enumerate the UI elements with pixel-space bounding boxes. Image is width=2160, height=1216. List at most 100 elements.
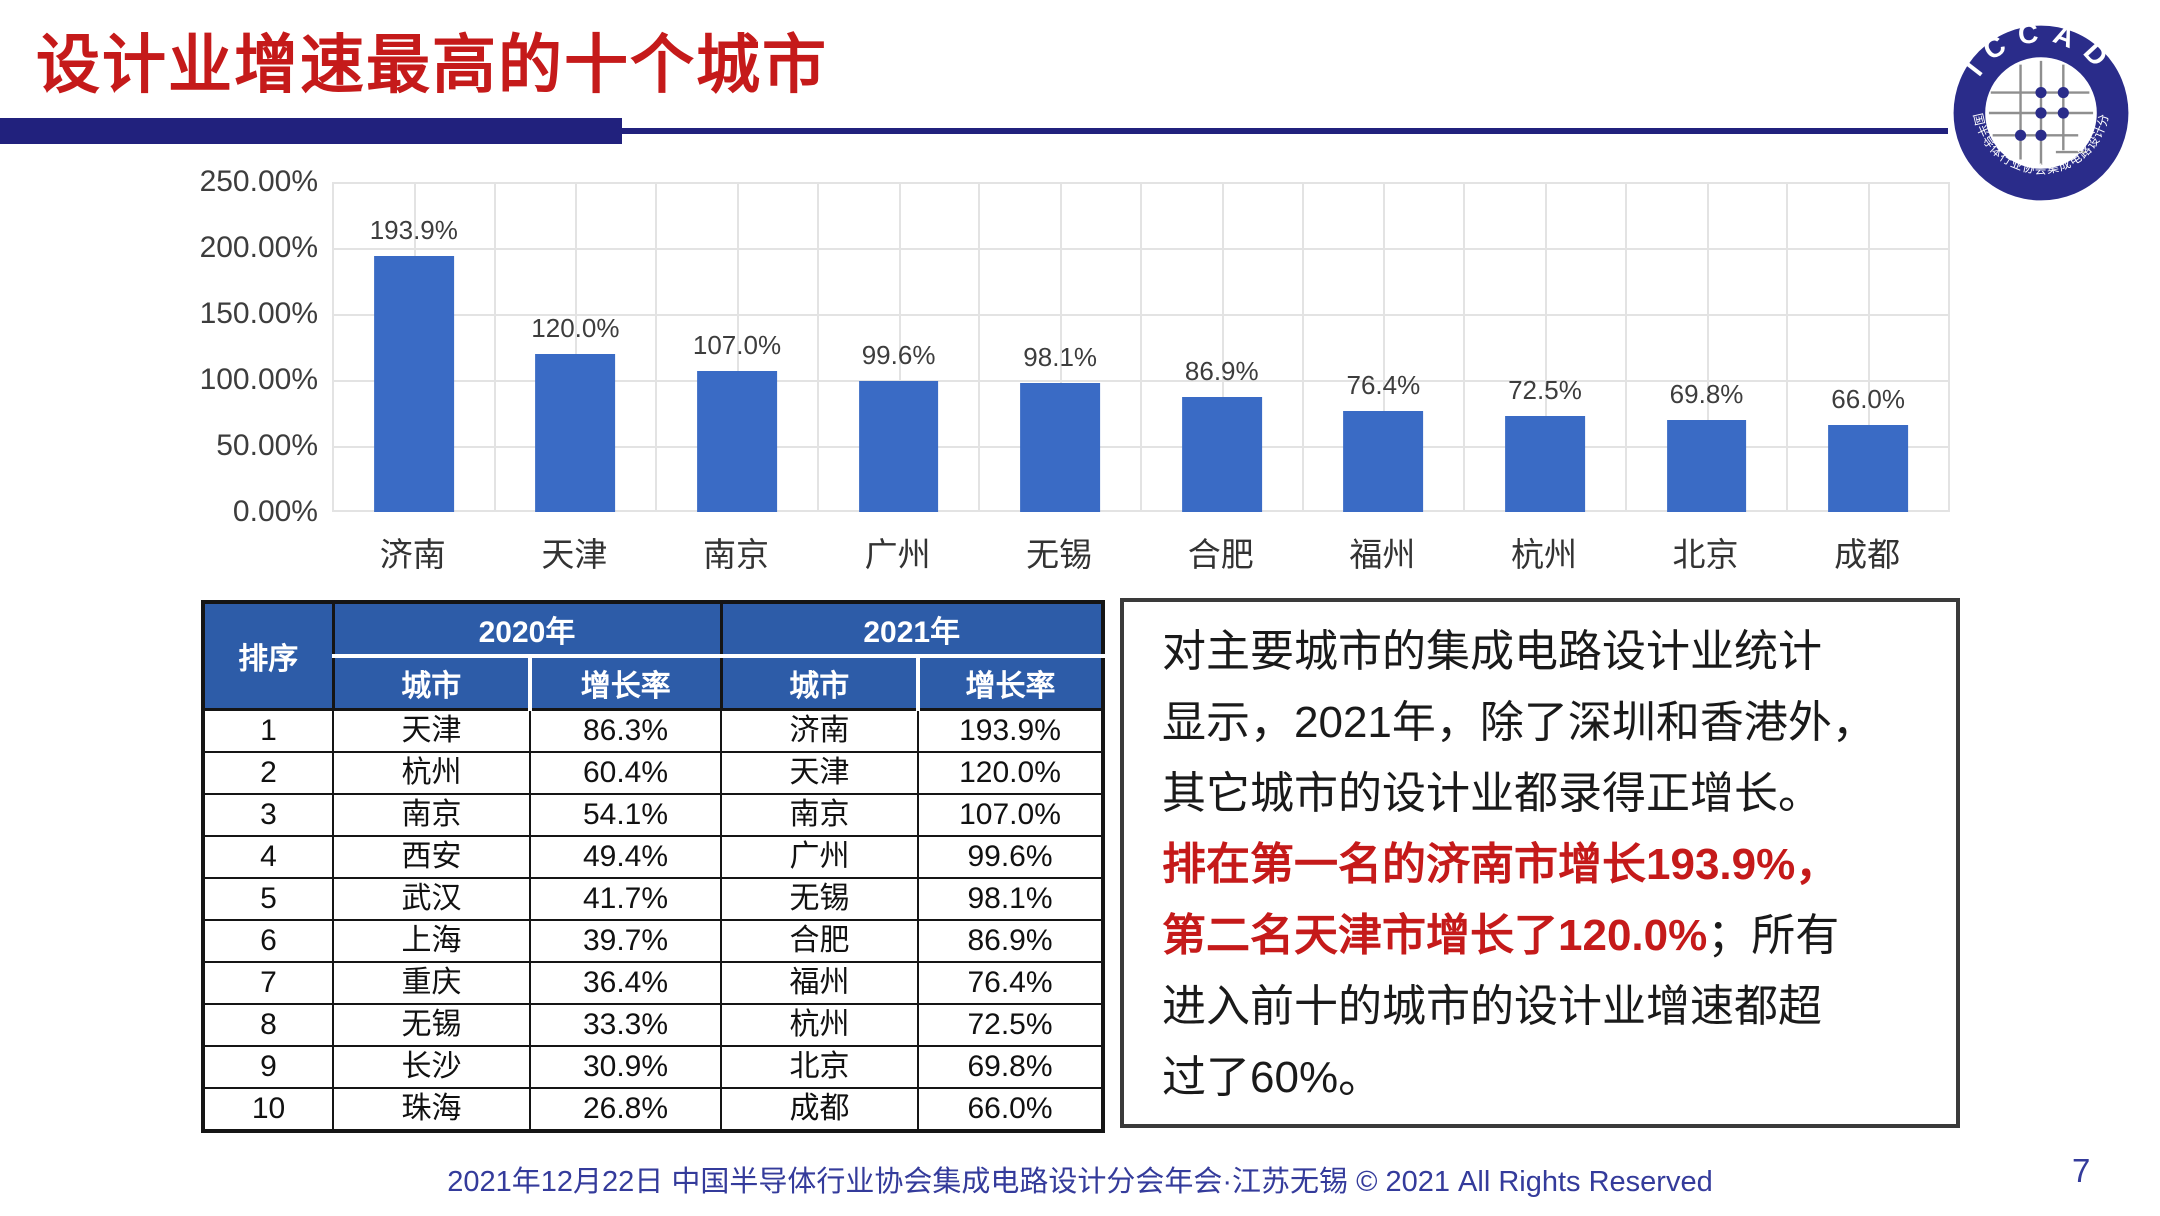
x-axis-labels: 济南 天津 南京 广州 无锡 合肥 福州 杭州 北京 成都 — [332, 512, 1948, 576]
table-cell: 无锡 — [720, 877, 919, 921]
y-tick-label: 0.00% — [232, 495, 318, 528]
table-cell: 49.4% — [529, 835, 722, 879]
table-cell: 99.6% — [917, 835, 1104, 879]
table-row: 7 重庆 36.4% 福州 76.4% — [202, 961, 1104, 1005]
table-cell: 重庆 — [332, 961, 531, 1005]
y-tick-label: 150.00% — [199, 297, 318, 330]
table-cell: 69.8% — [917, 1045, 1104, 1089]
table-row: 9 长沙 30.9% 北京 69.8% — [202, 1045, 1104, 1089]
bar-value-label: 107.0% — [692, 329, 782, 360]
table-cell: 5 — [202, 877, 334, 921]
table-cell: 9 — [202, 1045, 334, 1089]
col-header-city-2021: 城市 — [719, 654, 920, 711]
plot-and-x-axis: 193.9% 120.0% 107.0% 99.6% 98.1% 86.9% 76.4% 72… — [332, 182, 1950, 576]
bar-无锡 — [1020, 382, 1101, 512]
table-cell: 珠海 — [332, 1087, 531, 1132]
x-category-label: 天津 — [541, 536, 608, 573]
ranking-table-header: 排序 2020年 2021年 城市 增长率 城市 增长率 — [201, 600, 1105, 711]
table-cell: 98.1% — [917, 877, 1104, 921]
bar-value-label: 69.8% — [1669, 378, 1744, 409]
bar-合肥 — [1181, 397, 1262, 512]
note-box: 对主要城市的集成电路设计业统计 显示，2021年，除了深圳和香港外， 其它城市的… — [1120, 598, 1960, 1128]
y-tick-label: 200.00% — [199, 231, 318, 264]
x-category-label: 无锡 — [1026, 536, 1093, 573]
note-segment: ；所有 进入前十的城市的设计业增速都超 过了60%。 — [1162, 911, 1840, 1102]
y-axis-labels: 250.00% 200.00% 150.00% 100.00% 50.00% 0.00% — [148, 165, 332, 528]
bar-column: 98.1% — [980, 182, 1142, 512]
table-cell: 193.9% — [917, 708, 1104, 753]
bar-column: 193.9% — [334, 182, 496, 512]
gridline — [334, 510, 1950, 512]
gridline — [334, 314, 1950, 316]
bar-value-label: 98.1% — [1023, 341, 1098, 372]
table-cell: 武汉 — [332, 877, 531, 921]
bar-column: 99.6% — [819, 182, 981, 512]
table-cell: 天津 — [332, 708, 531, 753]
note-segment: 对主要城市的集成电路设计业统计 显示，2021年，除了深圳和香港外， 其它城市的… — [1162, 627, 1876, 818]
x-category-label: 福州 — [1349, 536, 1416, 573]
table-cell: 41.7% — [529, 877, 722, 921]
bar-杭州 — [1505, 416, 1585, 512]
table-cell: 6 — [202, 919, 334, 963]
table-row: 2 杭州 60.4% 天津 120.0% — [202, 751, 1104, 795]
table-cell: 54.1% — [529, 793, 722, 837]
table-cell: 107.0% — [917, 793, 1104, 837]
logo-circuit-dots — [2014, 86, 2069, 141]
col-header-2021: 2021年 — [719, 600, 1105, 658]
table-cell: 66.0% — [917, 1087, 1104, 1132]
page-title: 设计业增速最高的十个城市 — [36, 29, 828, 101]
gridline — [334, 248, 1950, 250]
note-text: 对主要城市的集成电路设计业统计 显示，2021年，除了深圳和香港外， 其它城市的… — [1162, 616, 1918, 1113]
table-cell: 76.4% — [917, 961, 1104, 1005]
table-cell: 8 — [202, 1003, 334, 1047]
title-underline-thin — [622, 128, 1948, 134]
x-category-label: 济南 — [379, 536, 446, 573]
table-cell: 72.5% — [917, 1003, 1104, 1047]
bar-column: 76.4% — [1304, 182, 1466, 512]
table-cell: 7 — [202, 961, 334, 1005]
table-cell: 南京 — [332, 793, 531, 837]
title-underline-thick — [0, 118, 622, 144]
table-cell: 36.4% — [529, 961, 722, 1005]
table-cell: 3 — [202, 793, 334, 837]
table-cell: 2 — [202, 751, 334, 795]
table-cell: 福州 — [720, 961, 919, 1005]
bar-column: 107.0% — [657, 182, 819, 512]
table-cell: 120.0% — [917, 751, 1104, 795]
table-cell: 10 — [202, 1087, 334, 1132]
bar-福州 — [1343, 411, 1424, 512]
table-cell: 39.7% — [529, 919, 722, 963]
note-segment: 排在第一名的济南市增长193.9%， 第二名天津市增长了120.0% — [1162, 840, 1840, 960]
gridline — [334, 446, 1950, 448]
table-cell: 北京 — [720, 1045, 919, 1089]
col-header-city-2020: 城市 — [331, 654, 532, 711]
gridline — [334, 182, 1950, 184]
footer-text: 2021年12月22日 中国半导体行业协会集成电路设计分会年会·江苏无锡 © 2… — [447, 1166, 1713, 1198]
bar-value-label: 193.9% — [369, 215, 458, 246]
table-cell: 1 — [202, 708, 334, 753]
table-cell: 天津 — [720, 751, 919, 795]
bar-value-label: 120.0% — [531, 312, 620, 343]
table-cell: 26.8% — [529, 1087, 722, 1132]
table-row: 3 南京 54.1% 南京 107.0% — [202, 793, 1104, 837]
bar-column: 72.5% — [1465, 182, 1627, 512]
bar-value-label: 99.6% — [861, 339, 936, 370]
table-cell: 广州 — [720, 835, 919, 879]
table-cell: 33.3% — [529, 1003, 722, 1047]
table-row: 1 天津 86.3% 济南 193.9% — [202, 708, 1104, 753]
table-cell: 4 — [202, 835, 334, 879]
table-cell: 济南 — [720, 708, 919, 753]
table-cell: 上海 — [332, 919, 531, 963]
table-row: 4 西安 49.4% 广州 99.6% — [202, 835, 1104, 879]
bar-value-label: 72.5% — [1508, 375, 1582, 406]
table-row: 10 珠海 26.8% 成都 66.0% — [202, 1087, 1104, 1132]
table-cell: 30.9% — [529, 1045, 722, 1089]
table-cell: 无锡 — [332, 1003, 531, 1047]
table-cell: 西安 — [332, 835, 531, 879]
bar-北京 — [1666, 419, 1747, 512]
bar-天津 — [535, 353, 616, 512]
table-cell: 杭州 — [332, 751, 531, 795]
table-row: 5 武汉 41.7% 无锡 98.1% — [202, 877, 1104, 921]
col-header-growth-2021: 增长率 — [916, 654, 1105, 711]
x-category-label: 杭州 — [1510, 536, 1577, 573]
